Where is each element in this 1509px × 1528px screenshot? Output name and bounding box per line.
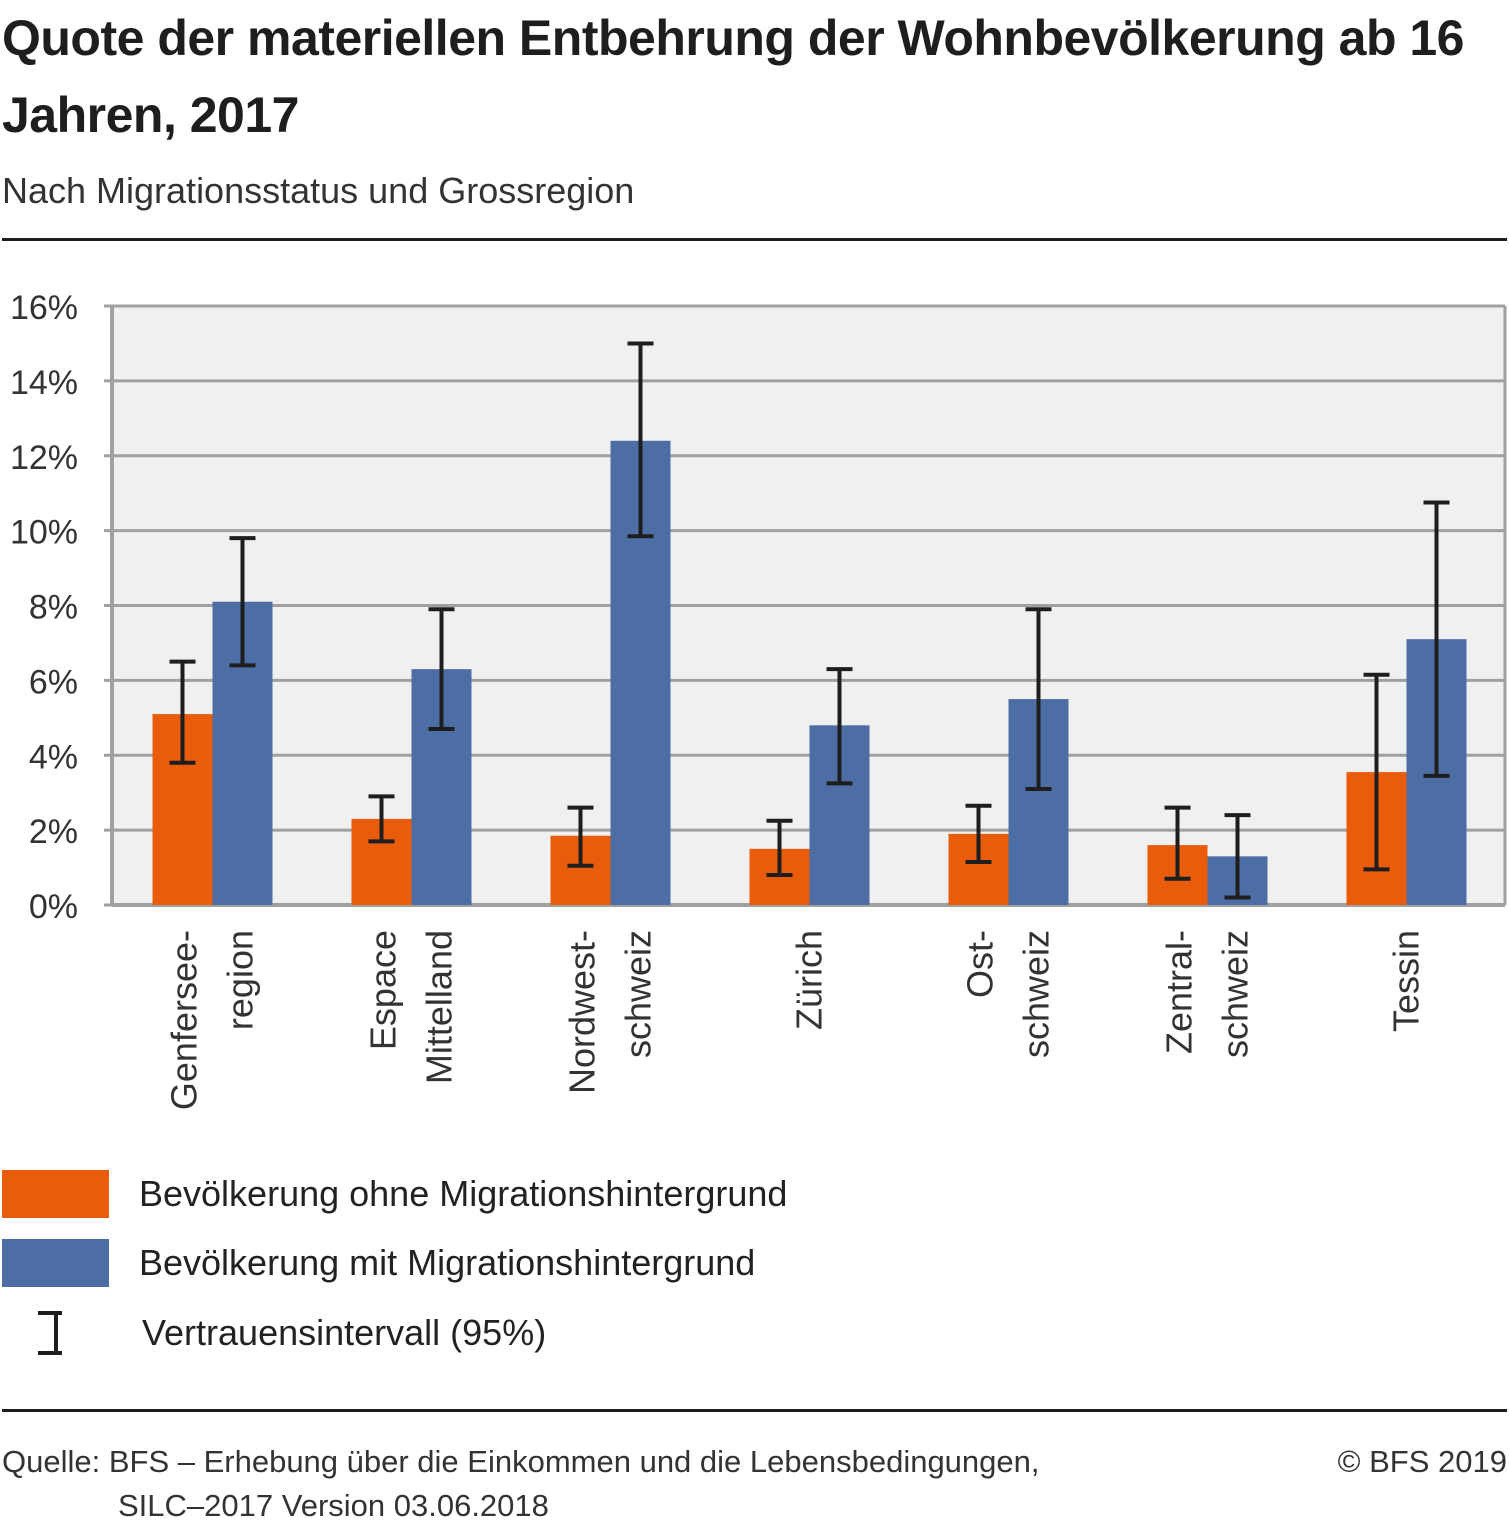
y-tick-label: 6% (29, 663, 78, 701)
chart-subtitle: Nach Migrationsstatus und Grossregion (2, 170, 635, 211)
legend-item-mit: Bevölkerung mit Migrationshintergrund (2, 1239, 755, 1287)
x-tick-label: schweiz (1215, 930, 1256, 1058)
y-tick-label: 0% (29, 888, 78, 926)
legend-swatch-mit (2, 1239, 109, 1287)
source-note: Quelle: BFS – Erhebung über die Einkomme… (2, 1440, 1040, 1528)
x-tick-label: schweiz (618, 930, 659, 1058)
y-tick-label: 10% (10, 514, 78, 552)
copyright: © BFS 2019 (1337, 1444, 1507, 1479)
x-tick-label: Zentral- (1159, 930, 1200, 1054)
x-tick-label: region (220, 930, 261, 1030)
x-tick-label: Zürich (789, 930, 830, 1030)
legend-swatch-ohne (2, 1170, 109, 1218)
x-tick-label: Espace (363, 930, 404, 1050)
legend-label-ci: Vertrauensintervall (95%) (142, 1312, 547, 1353)
x-tick-label: schweiz (1016, 930, 1057, 1058)
y-tick-label: 16% (10, 289, 78, 327)
legend-item-ohne: Bevölkerung ohne Migrationshintergrund (2, 1170, 787, 1218)
x-tick-label: Tessin (1386, 930, 1427, 1032)
y-tick-label: 8% (29, 589, 78, 627)
header-divider (2, 238, 1507, 241)
legend-item-ci: Vertrauensintervall (95%) (2, 1309, 546, 1357)
x-tick-label: Nordwest- (562, 930, 603, 1094)
source-line-1: Quelle: BFS – Erhebung über die Einkomme… (2, 1444, 1040, 1479)
source-line-2: SILC–2017 Version 03.06.2018 (118, 1488, 549, 1523)
y-tick-label: 12% (10, 439, 78, 477)
x-tick-label: Genfersee- (164, 930, 205, 1110)
y-tick-label: 2% (29, 813, 78, 851)
legend-label-mit: Bevölkerung mit Migrationshintergrund (139, 1242, 756, 1283)
legend-label-ohne: Bevölkerung ohne Migrationshintergrund (139, 1173, 788, 1214)
chart-title: Quote der materiellen Entbehrung der Woh… (2, 10, 1465, 143)
footer-divider (2, 1409, 1507, 1412)
error-bar-icon (2, 1309, 109, 1357)
y-tick-label: 14% (10, 364, 78, 402)
x-tick-label: Mittelland (419, 930, 460, 1084)
x-tick-label: Ost- (960, 930, 1001, 998)
bar-chart: 0% 2% 4% 6% 8% 10% 12% 14% 16% Genfersee-region Es… (10, 289, 1507, 1110)
y-tick-label: 4% (29, 738, 78, 776)
